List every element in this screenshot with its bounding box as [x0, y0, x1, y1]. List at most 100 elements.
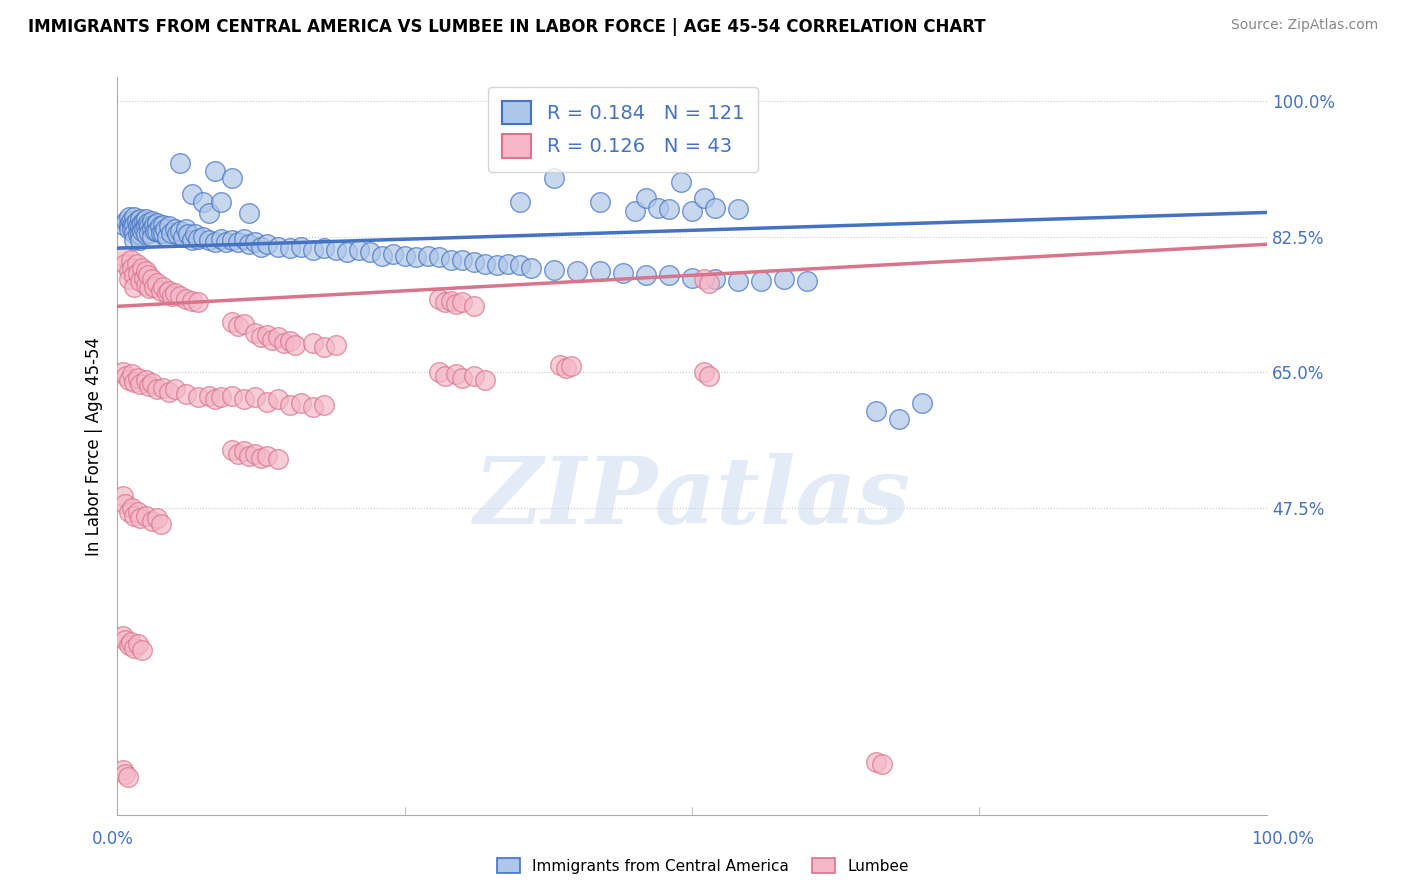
Point — [301, 401, 323, 415]
Point — [232, 392, 254, 407]
Point — [474, 373, 496, 387]
Point — [198, 206, 221, 220]
Point — [124, 233, 146, 247]
Point — [359, 245, 381, 260]
Point — [370, 249, 392, 263]
Point — [174, 292, 197, 306]
Point — [143, 224, 166, 238]
Point — [394, 249, 416, 263]
Point — [129, 211, 152, 226]
Point — [560, 359, 582, 373]
Point — [111, 249, 134, 263]
Point — [634, 268, 657, 283]
Point — [135, 211, 157, 226]
Point — [146, 224, 169, 238]
Point — [796, 274, 818, 288]
Point — [256, 237, 278, 252]
Point — [238, 206, 260, 220]
Point — [198, 388, 221, 402]
Point — [548, 358, 571, 372]
Point — [204, 163, 226, 178]
Point — [612, 266, 634, 280]
Point — [143, 218, 166, 232]
Point — [187, 295, 209, 310]
Point — [647, 201, 669, 215]
Point — [463, 369, 485, 384]
Point — [181, 186, 204, 201]
Point — [149, 219, 172, 234]
Point — [138, 281, 160, 295]
Point — [267, 392, 290, 407]
Point — [485, 258, 508, 272]
Point — [262, 333, 284, 347]
Point — [221, 388, 243, 402]
Point — [136, 216, 159, 230]
Point — [132, 214, 155, 228]
Point — [267, 330, 290, 344]
Point — [138, 219, 160, 234]
Point — [697, 369, 720, 384]
Point — [141, 221, 163, 235]
Point — [193, 229, 215, 244]
Point — [121, 221, 143, 235]
Point — [149, 516, 172, 531]
Y-axis label: In Labor Force | Age 45-54: In Labor Force | Age 45-54 — [86, 336, 103, 556]
Point — [169, 289, 191, 303]
Point — [773, 272, 796, 286]
Point — [114, 767, 136, 781]
Point — [141, 272, 163, 286]
Point — [115, 214, 138, 228]
Point — [135, 278, 157, 293]
Point — [141, 229, 163, 244]
Point — [543, 171, 565, 186]
Point — [177, 227, 200, 242]
Point — [250, 330, 273, 344]
Point — [463, 299, 485, 313]
Point — [187, 390, 209, 404]
Point — [141, 376, 163, 391]
Point — [127, 227, 149, 242]
Point — [496, 257, 519, 271]
Point — [221, 233, 243, 247]
Point — [138, 379, 160, 393]
Point — [911, 396, 934, 410]
Point — [157, 384, 180, 399]
Point — [278, 241, 301, 255]
Point — [163, 221, 186, 235]
Point — [141, 514, 163, 528]
Point — [267, 239, 290, 253]
Point — [232, 232, 254, 246]
Point — [163, 286, 186, 301]
Point — [111, 629, 134, 643]
Point — [114, 632, 136, 647]
Point — [111, 365, 134, 379]
Point — [243, 235, 266, 249]
Point — [870, 757, 893, 772]
Point — [284, 338, 307, 352]
Point — [157, 284, 180, 298]
Point — [118, 210, 141, 224]
Point — [209, 194, 232, 209]
Point — [221, 442, 243, 457]
Point — [278, 334, 301, 349]
Point — [209, 232, 232, 246]
Point — [238, 237, 260, 252]
Text: 100.0%: 100.0% — [1251, 830, 1315, 847]
Point — [127, 637, 149, 651]
Point — [124, 508, 146, 523]
Point — [704, 201, 727, 215]
Point — [181, 293, 204, 308]
Point — [704, 272, 727, 286]
Point — [554, 361, 576, 376]
Point — [520, 260, 543, 275]
Point — [118, 505, 141, 519]
Point — [127, 505, 149, 519]
Point — [121, 501, 143, 516]
Point — [256, 449, 278, 463]
Point — [129, 233, 152, 247]
Point — [589, 264, 612, 278]
Point — [118, 218, 141, 232]
Point — [256, 328, 278, 343]
Point — [290, 396, 312, 410]
Point — [127, 266, 149, 280]
